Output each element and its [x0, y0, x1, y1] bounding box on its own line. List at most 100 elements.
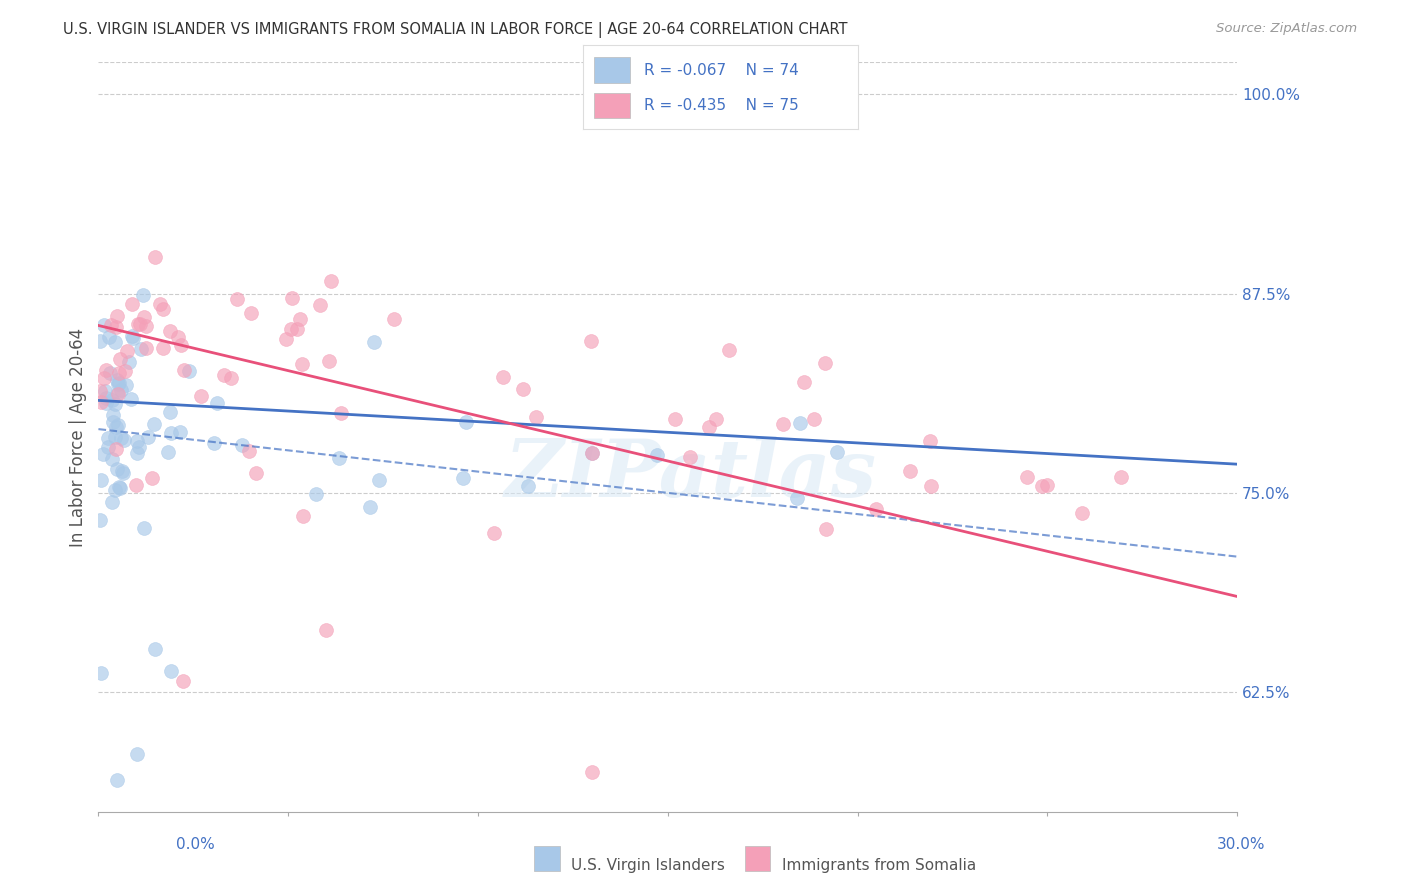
Point [100, 393, 122, 408]
Point [111, 464, 134, 478]
Point [143, 642, 166, 657]
Point [898, 464, 921, 478]
Point [516, 479, 538, 493]
Text: R = -0.435    N = 75: R = -0.435 N = 75 [644, 98, 799, 113]
Point [231, 438, 253, 452]
Point [115, 377, 138, 392]
Point [581, 446, 603, 460]
Point [107, 376, 129, 391]
Point [149, 297, 172, 311]
Point [125, 446, 148, 460]
Point [172, 674, 194, 689]
Point [328, 450, 350, 465]
Point [104, 334, 127, 349]
Point [112, 434, 135, 448]
Point [94, 395, 117, 409]
Point [135, 318, 157, 333]
Point [104, 483, 127, 497]
Point [173, 362, 195, 376]
Point [89, 384, 111, 398]
Point [125, 478, 148, 492]
Point [94, 384, 117, 398]
Point [159, 405, 181, 419]
Point [105, 373, 128, 387]
Point [492, 370, 515, 384]
Point [382, 312, 405, 326]
Point [815, 522, 838, 536]
Point [160, 425, 183, 440]
Point [93, 318, 115, 333]
Text: Immigrants from Somalia: Immigrants from Somalia [782, 858, 976, 872]
Point [127, 317, 149, 331]
Point [159, 324, 181, 338]
Point [219, 370, 242, 384]
Point [225, 293, 247, 307]
Point [920, 479, 942, 493]
Point [865, 502, 887, 516]
Point [104, 397, 127, 411]
Point [111, 466, 134, 480]
Point [108, 480, 131, 494]
Point [793, 375, 815, 389]
Point [105, 442, 128, 456]
Point [679, 450, 702, 465]
Point [98, 366, 121, 380]
Point [129, 317, 152, 331]
Point [160, 664, 183, 678]
Point [129, 342, 152, 356]
Text: 30.0%: 30.0% [1218, 837, 1265, 852]
Point [90, 666, 112, 681]
Point [581, 764, 603, 779]
Point [451, 471, 474, 485]
Point [786, 491, 808, 506]
FancyBboxPatch shape [595, 93, 630, 119]
Point [579, 334, 602, 349]
Point [114, 364, 136, 378]
Point [89, 334, 111, 348]
Point [105, 387, 128, 401]
Point [274, 332, 297, 346]
Point [245, 466, 267, 480]
Point [94, 362, 117, 376]
Point [90, 473, 112, 487]
Point [135, 341, 157, 355]
Point [202, 435, 225, 450]
Point [91, 447, 114, 461]
Point [280, 322, 302, 336]
Point [304, 487, 326, 501]
Point [100, 318, 122, 333]
Point [104, 430, 127, 444]
Point [167, 330, 190, 344]
Point [454, 415, 477, 429]
Point [329, 406, 352, 420]
Point [108, 351, 131, 366]
Point [108, 366, 131, 380]
Point [814, 356, 837, 370]
Point [125, 434, 148, 449]
Point [664, 412, 686, 426]
Point [107, 418, 129, 433]
Text: R = -0.067    N = 74: R = -0.067 N = 74 [644, 62, 799, 78]
Point [170, 338, 193, 352]
Point [704, 412, 727, 426]
Point [118, 355, 141, 369]
Point [281, 291, 304, 305]
Point [1036, 478, 1059, 492]
Point [97, 431, 120, 445]
Point [205, 396, 228, 410]
Point [212, 368, 235, 383]
Point [789, 416, 811, 430]
Point [101, 451, 124, 466]
Point [179, 364, 201, 378]
Point [1015, 470, 1038, 484]
Point [101, 494, 124, 508]
Point [97, 330, 120, 344]
Point [134, 520, 156, 534]
Point [108, 481, 131, 495]
Point [128, 440, 150, 454]
Text: U.S. VIRGIN ISLANDER VS IMMIGRANTS FROM SOMALIA IN LABOR FORCE | AGE 20-64 CORRE: U.S. VIRGIN ISLANDER VS IMMIGRANTS FROM … [63, 22, 848, 38]
Point [120, 392, 142, 407]
Point [359, 500, 381, 514]
Point [512, 382, 534, 396]
Point [1031, 479, 1053, 493]
